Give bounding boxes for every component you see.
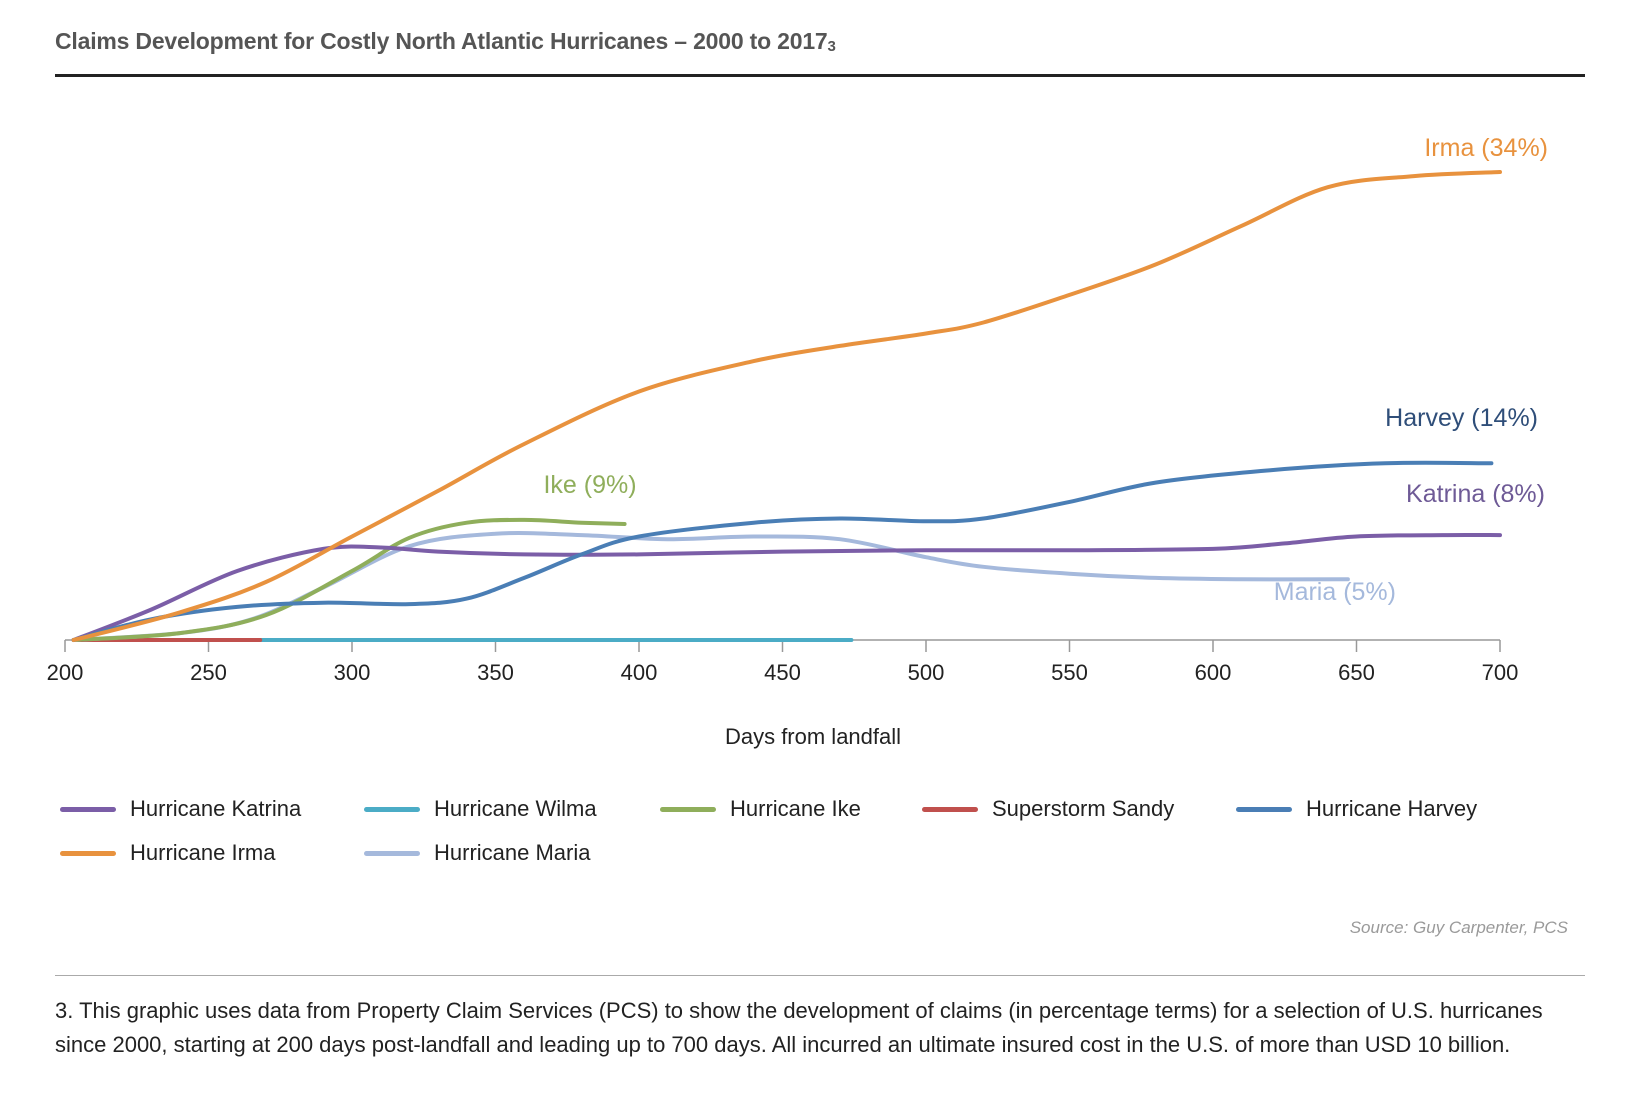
legend-swatch-hurricane-katrina — [60, 806, 116, 812]
x-tick-label-300: 300 — [334, 660, 371, 685]
chart-title: Claims Development for Costly North Atla… — [55, 28, 836, 55]
legend-swatch-hurricane-maria — [364, 850, 420, 856]
series-end-label-hurricane-katrina: Katrina (8%) — [1406, 480, 1545, 508]
legend-item-hurricane-maria: Hurricane Maria — [364, 840, 591, 866]
x-tick-label-450: 450 — [764, 660, 801, 685]
x-tick-label-250: 250 — [190, 660, 227, 685]
legend-swatch-superstorm-sandy — [922, 806, 978, 812]
x-tick-label-700: 700 — [1482, 660, 1519, 685]
legend-item-superstorm-sandy: Superstorm Sandy — [922, 796, 1174, 822]
legend-label-hurricane-irma: Hurricane Irma — [130, 840, 276, 865]
legend-label-hurricane-ike: Hurricane Ike — [730, 796, 861, 821]
legend-label-hurricane-harvey: Hurricane Harvey — [1306, 796, 1478, 821]
legend-label-hurricane-katrina: Hurricane Katrina — [130, 796, 302, 821]
legend-swatch-hurricane-ike — [660, 806, 716, 812]
x-tick-label-500: 500 — [908, 660, 945, 685]
legend-label-superstorm-sandy: Superstorm Sandy — [992, 796, 1175, 821]
title-rule — [55, 74, 1585, 77]
footnote-rule — [55, 975, 1585, 976]
legend-item-hurricane-irma: Hurricane Irma — [60, 840, 275, 866]
legend-swatch-hurricane-irma — [60, 850, 116, 856]
source-note: Source: Guy Carpenter, PCS — [1349, 918, 1568, 937]
series-end-label-hurricane-maria: Maria (5%) — [1274, 578, 1396, 606]
series-end-label-hurricane-harvey: Harvey (14%) — [1385, 404, 1538, 432]
legend-label-hurricane-maria: Hurricane Maria — [434, 840, 591, 865]
title-footnote-ref: 3 — [827, 38, 836, 55]
x-tick-label-550: 550 — [1051, 660, 1088, 685]
legend-item-hurricane-wilma: Hurricane Wilma — [364, 796, 597, 822]
series-line-hurricane-harvey — [71, 460, 1494, 642]
x-axis-label: Days from landfall — [724, 724, 902, 749]
series-line-hurricane-irma — [71, 170, 1502, 642]
legend-swatch-hurricane-harvey — [1236, 806, 1292, 812]
legend-item-hurricane-katrina: Hurricane Katrina — [60, 796, 301, 822]
legend-item-hurricane-ike: Hurricane Ike — [660, 796, 861, 822]
legend-label-hurricane-wilma: Hurricane Wilma — [434, 796, 597, 821]
x-tick-label-200: 200 — [47, 660, 84, 685]
x-tick-label-400: 400 — [621, 660, 658, 685]
series-line-hurricane-katrina — [71, 532, 1502, 642]
legend-swatch-hurricane-wilma — [364, 806, 420, 812]
x-tick-label-600: 600 — [1195, 660, 1232, 685]
legend-item-hurricane-harvey: Hurricane Harvey — [1236, 796, 1477, 822]
x-tick-label-350: 350 — [477, 660, 514, 685]
x-tick-label-650: 650 — [1338, 660, 1375, 685]
line-chart: 200 250 300 350 400 450 500 550 600 650 700 Katrina… — [47, 134, 1548, 685]
series-end-label-hurricane-ike: Ike (9%) — [543, 471, 636, 499]
series-end-label-hurricane-irma: Irma (34%) — [1424, 134, 1548, 162]
footnote: 3. This graphic uses data from Property … — [55, 998, 1543, 1057]
